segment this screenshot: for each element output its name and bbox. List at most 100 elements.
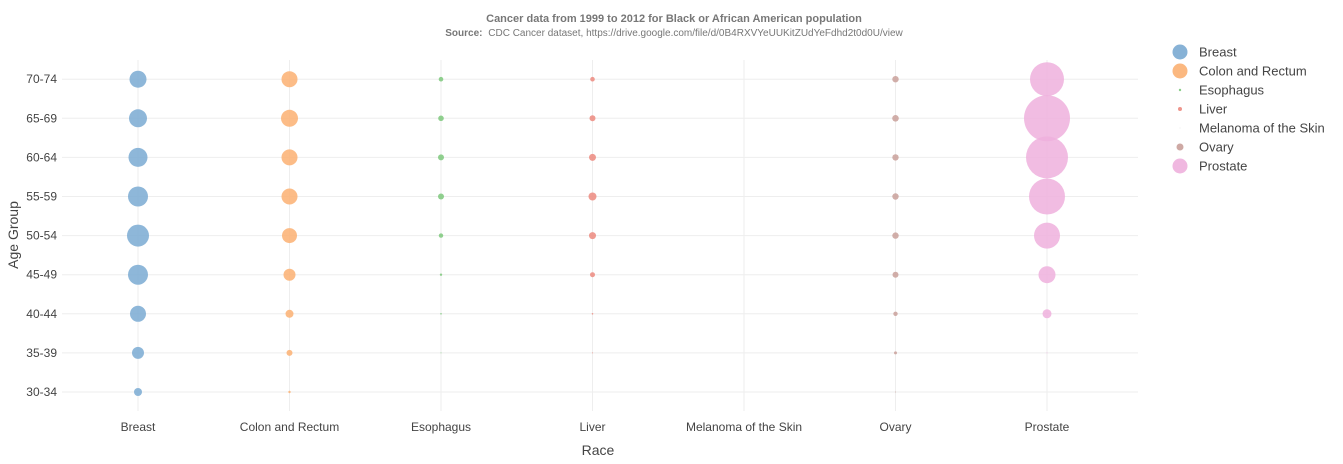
data-point[interactable] xyxy=(130,305,146,322)
legend-marker xyxy=(1172,63,1188,79)
data-point[interactable] xyxy=(1026,136,1068,179)
chart-subtitle: Source: CDC Cancer dataset, https://driv… xyxy=(445,28,903,39)
x-tick-label: Liver xyxy=(579,420,605,434)
legend-marker xyxy=(1179,127,1181,129)
legend-label: Prostate xyxy=(1199,159,1247,174)
data-point[interactable] xyxy=(589,153,596,161)
data-point[interactable] xyxy=(589,115,596,122)
data-point[interactable] xyxy=(1029,178,1065,215)
data-point[interactable] xyxy=(288,390,291,394)
y-tick-label: 30-34 xyxy=(26,385,57,399)
data-point[interactable] xyxy=(128,186,148,207)
data-point[interactable] xyxy=(588,192,597,201)
x-tick-labels: Breast Colon and Rectum Esophagus Liver Mela… xyxy=(121,420,1070,434)
x-tick-label: Breast xyxy=(121,420,156,434)
data-point[interactable] xyxy=(127,224,149,247)
legend-marker xyxy=(1178,107,1182,111)
data-point[interactable] xyxy=(894,351,897,355)
chart-title: Cancer data from 1999 to 2012 for Black … xyxy=(486,13,862,25)
x-tick-label: Ovary xyxy=(879,420,911,434)
data-point[interactable] xyxy=(892,115,899,122)
data-point[interactable] xyxy=(438,115,444,122)
data-point[interactable] xyxy=(134,388,142,396)
legend-label: Colon and Rectum xyxy=(1199,64,1307,79)
x-tick-label: Colon and Rectum xyxy=(240,420,339,434)
y-tick-label: 55-59 xyxy=(26,190,57,204)
data-point[interactable] xyxy=(438,76,444,82)
data-point[interactable] xyxy=(438,193,444,200)
data-point[interactable] xyxy=(439,273,443,276)
legend-marker xyxy=(1178,88,1182,92)
y-tick-label: 45-49 xyxy=(26,268,57,282)
data-point[interactable] xyxy=(281,71,298,88)
y-tick-labels: 30-34 35-39 40-44 45-49 50-54 55-59 60-64 65-69… xyxy=(26,72,57,399)
data-points xyxy=(127,62,1070,396)
data-point[interactable] xyxy=(286,349,293,356)
legend[interactable]: Breast Colon and Rectum Esophagus Liver Mela… xyxy=(1172,44,1325,174)
data-point[interactable] xyxy=(129,109,147,128)
data-point[interactable] xyxy=(281,188,298,205)
data-point[interactable] xyxy=(438,233,444,238)
y-tick-label: 35-39 xyxy=(26,346,57,360)
y-axis-title: Age Group xyxy=(5,201,21,269)
legend-item[interactable]: Esophagus xyxy=(1178,83,1265,98)
data-point[interactable] xyxy=(590,76,595,82)
data-point[interactable] xyxy=(1024,95,1070,142)
legend-item[interactable]: Melanoma of the Skin xyxy=(1179,121,1325,136)
data-point[interactable] xyxy=(129,70,147,88)
data-point[interactable] xyxy=(589,232,596,240)
grid xyxy=(62,60,1138,411)
data-point[interactable] xyxy=(892,193,899,200)
legend-item[interactable]: Ovary xyxy=(1176,140,1235,155)
legend-label: Ovary xyxy=(1199,140,1234,155)
data-point[interactable] xyxy=(892,154,899,161)
data-point[interactable] xyxy=(281,109,298,127)
data-point[interactable] xyxy=(132,346,144,359)
legend-marker xyxy=(1172,158,1188,174)
legend-label: Esophagus xyxy=(1199,83,1265,98)
x-tick-label: Prostate xyxy=(1025,420,1070,434)
data-point[interactable] xyxy=(892,271,899,278)
data-point[interactable] xyxy=(590,272,595,278)
data-point[interactable] xyxy=(440,313,442,315)
y-tick-label: 70-74 xyxy=(26,72,57,86)
y-tick-label: 65-69 xyxy=(26,111,57,125)
legend-marker xyxy=(1176,143,1184,151)
data-point[interactable] xyxy=(281,149,298,166)
subtitle-prefix: Source: xyxy=(445,28,482,39)
legend-item[interactable]: Colon and Rectum xyxy=(1172,63,1307,79)
data-point[interactable] xyxy=(283,268,296,281)
legend-marker xyxy=(1172,44,1188,60)
data-point[interactable] xyxy=(892,232,899,239)
data-point[interactable] xyxy=(1042,309,1052,319)
data-point[interactable] xyxy=(1046,352,1048,354)
y-tick-label: 50-54 xyxy=(26,229,57,243)
data-point[interactable] xyxy=(592,352,593,354)
subtitle-text: CDC Cancer dataset, https://drive.google… xyxy=(488,28,903,39)
y-tick-label: 60-64 xyxy=(26,150,57,164)
data-point[interactable] xyxy=(285,309,294,318)
data-point[interactable] xyxy=(282,228,297,244)
legend-label: Melanoma of the Skin xyxy=(1199,121,1325,136)
data-point[interactable] xyxy=(438,154,444,161)
legend-item[interactable]: Prostate xyxy=(1172,158,1248,174)
legend-item[interactable]: Liver xyxy=(1178,102,1228,117)
data-point[interactable] xyxy=(893,311,898,316)
data-point[interactable] xyxy=(892,76,899,83)
data-point[interactable] xyxy=(128,264,148,285)
x-tick-label: Melanoma of the Skin xyxy=(686,420,802,434)
x-axis-title: Race xyxy=(582,442,615,458)
x-tick-label: Esophagus xyxy=(411,420,471,434)
legend-label: Breast xyxy=(1199,45,1237,60)
data-point[interactable] xyxy=(1030,62,1064,97)
data-point[interactable] xyxy=(1038,266,1056,284)
data-point[interactable] xyxy=(128,147,148,167)
data-point[interactable] xyxy=(1034,222,1060,249)
y-tick-label: 40-44 xyxy=(26,307,57,321)
data-point[interactable] xyxy=(895,391,896,393)
legend-label: Liver xyxy=(1199,102,1228,117)
data-point[interactable] xyxy=(440,352,442,354)
data-point[interactable] xyxy=(591,313,594,315)
legend-item[interactable]: Breast xyxy=(1172,44,1237,60)
